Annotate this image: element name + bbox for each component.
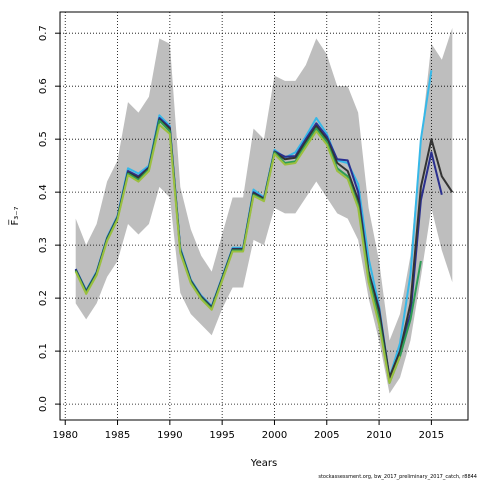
y-tick-label: 0.1 <box>38 343 49 359</box>
y-tick-label: 0.2 <box>38 290 49 306</box>
x-tick-label: 2015 <box>419 430 444 441</box>
x-axis-title: Years <box>250 458 277 469</box>
x-tick-label: 1990 <box>157 430 182 441</box>
x-tick-label: 1980 <box>53 430 78 441</box>
x-tick-label: 2005 <box>314 430 339 441</box>
y-tick-label: 0.6 <box>38 78 49 94</box>
x-tick-label: 1985 <box>105 430 130 441</box>
series-layer <box>74 70 454 384</box>
axes-layer: 1980 1985 1990 1995 2000 2005 2010 2015 0.0 0.1 0.… <box>38 25 444 441</box>
x-tick-label: 2010 <box>366 430 391 441</box>
grid-layer <box>60 12 468 420</box>
plot-frame <box>59 11 469 421</box>
y-tick-label: 0.3 <box>38 237 49 253</box>
series-line <box>74 123 401 384</box>
x-tick-label: 1995 <box>209 430 234 441</box>
y-tick-label: 0.7 <box>38 25 49 41</box>
y-axis-title: F̅₃₋₇ <box>8 206 21 225</box>
confidence-band <box>75 27 453 394</box>
confidence-band-layer <box>75 27 453 394</box>
footer-note: stockassessment.org, bw_2017_preliminary… <box>318 474 477 480</box>
y-tick-label: 0.0 <box>38 396 49 412</box>
x-tick-label: 2000 <box>262 430 287 441</box>
series-line <box>74 70 433 379</box>
y-tick-label: 0.5 <box>38 131 49 147</box>
y-tick-label: 0.4 <box>38 184 49 200</box>
